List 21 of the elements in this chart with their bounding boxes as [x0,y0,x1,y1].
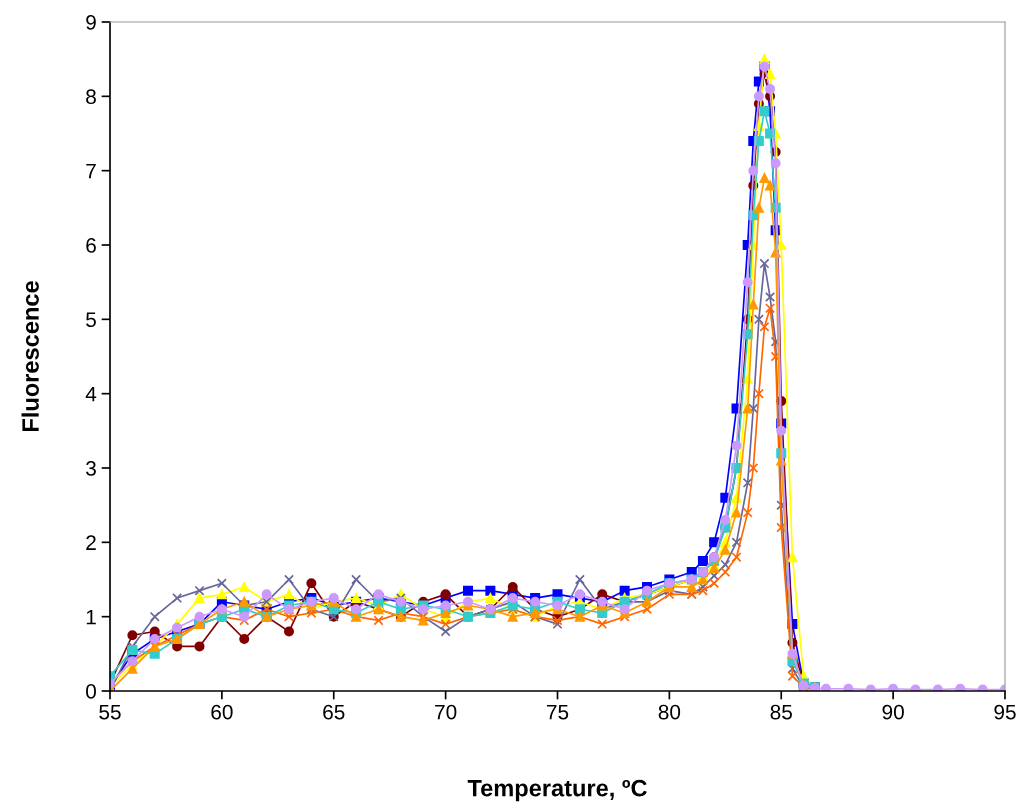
y-tick-label: 2 [86,535,96,550]
y-tick-label: 9 [86,15,96,30]
x-tick-label: 75 [546,704,569,720]
y-axis-title: Fluorescence [21,281,39,432]
y-tick-label: 0 [86,684,96,699]
x-tick-label: 80 [658,704,681,720]
x-tick-label: 85 [770,704,792,720]
y-tick-label: 8 [86,89,96,105]
x-tick-label: 55 [99,704,121,720]
x-tick-label: 95 [994,704,1016,720]
y-tick-label: 4 [85,386,97,402]
x-axis-title: Temperature, ºC [467,779,647,802]
y-tick-label: 6 [86,238,96,253]
x-tick-label: 60 [211,704,233,720]
x-tick-label: 65 [323,704,345,720]
y-tick-label: 1 [86,609,96,625]
y-tick-label: 3 [86,461,96,476]
x-tick-label: 90 [882,704,904,720]
y-tick-label: 7 [86,163,96,179]
x-tick-label: 70 [435,704,457,720]
y-tick-label: 5 [86,312,96,328]
